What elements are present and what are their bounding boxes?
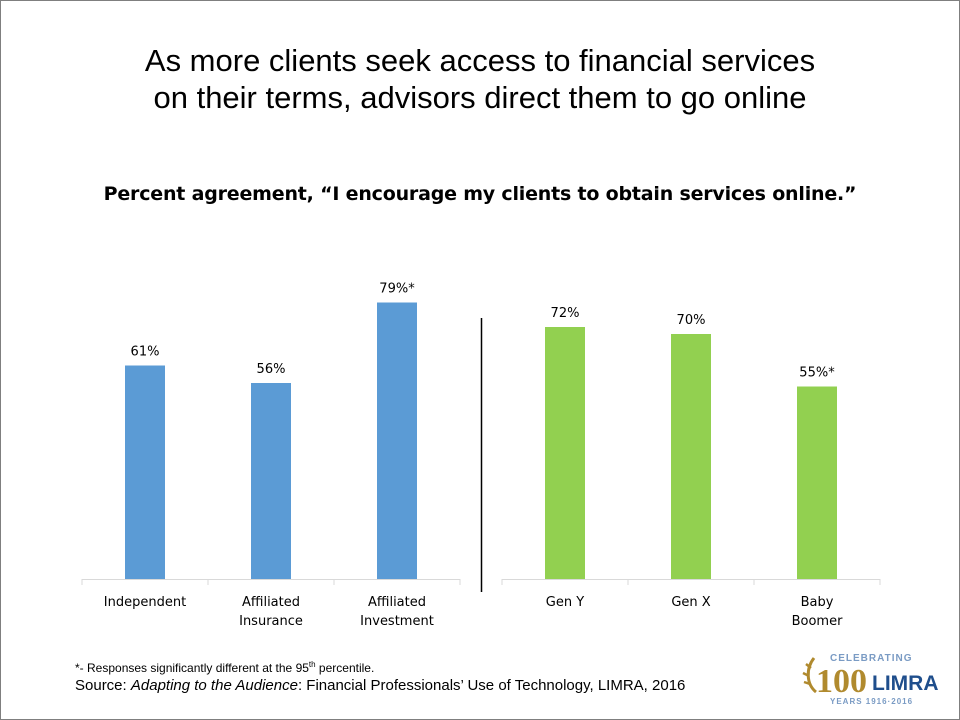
logo-brand: LIMRA — [872, 672, 939, 695]
bar — [377, 302, 417, 579]
bar — [251, 383, 291, 579]
logo-laurel-leaves — [802, 663, 812, 686]
slide-title: As more clients seek access to financial… — [40, 42, 920, 116]
category-label: Affiliated — [242, 595, 300, 610]
data-label: 61% — [131, 345, 160, 360]
bar — [671, 334, 711, 579]
category-label: Baby — [801, 595, 834, 610]
source-rest: : Financial Professionals’ Use of Techno… — [297, 677, 686, 694]
footnote-suffix: percentile. — [315, 661, 375, 675]
bar — [545, 327, 585, 579]
category-label: Independent — [104, 595, 186, 610]
data-label: 56% — [257, 362, 286, 377]
chart-title: Percent agreement, “I encourage my clien… — [103, 183, 857, 205]
data-label: 55%* — [799, 366, 835, 381]
category-label: Boomer — [792, 614, 843, 629]
category-label: Gen Y — [546, 595, 584, 610]
data-label: 72% — [551, 306, 580, 321]
source-report-title: Adapting to the Audience — [130, 677, 298, 694]
logo-number: 100 — [816, 663, 867, 700]
category-label: Affiliated — [368, 595, 426, 610]
bar — [797, 386, 837, 579]
title-line-2: on their terms, advisors direct them to … — [153, 80, 807, 115]
logo-top-text: CELEBRATING — [830, 653, 912, 664]
category-label: Insurance — [239, 614, 303, 629]
data-label: 70% — [677, 313, 706, 328]
bar — [125, 365, 165, 579]
category-label: Investment — [360, 614, 434, 629]
source-citation: Source: Adapting to the Audience: Financ… — [75, 677, 685, 694]
category-label: Gen X — [671, 595, 710, 610]
data-label: 79%* — [379, 282, 415, 297]
footnote-prefix: *- Responses significantly different at … — [75, 661, 309, 675]
footnote-superscript: th — [308, 660, 316, 669]
title-line-1: As more clients seek access to financial… — [144, 43, 816, 78]
limra-logo: CELEBRATING 100 LIMRA YEARS 1916·2016 — [802, 653, 939, 706]
logo-bottom-text: YEARS 1916·2016 — [830, 697, 913, 706]
source-label: Source: — [75, 677, 131, 694]
footnote: *- Responses significantly different at … — [75, 660, 374, 675]
